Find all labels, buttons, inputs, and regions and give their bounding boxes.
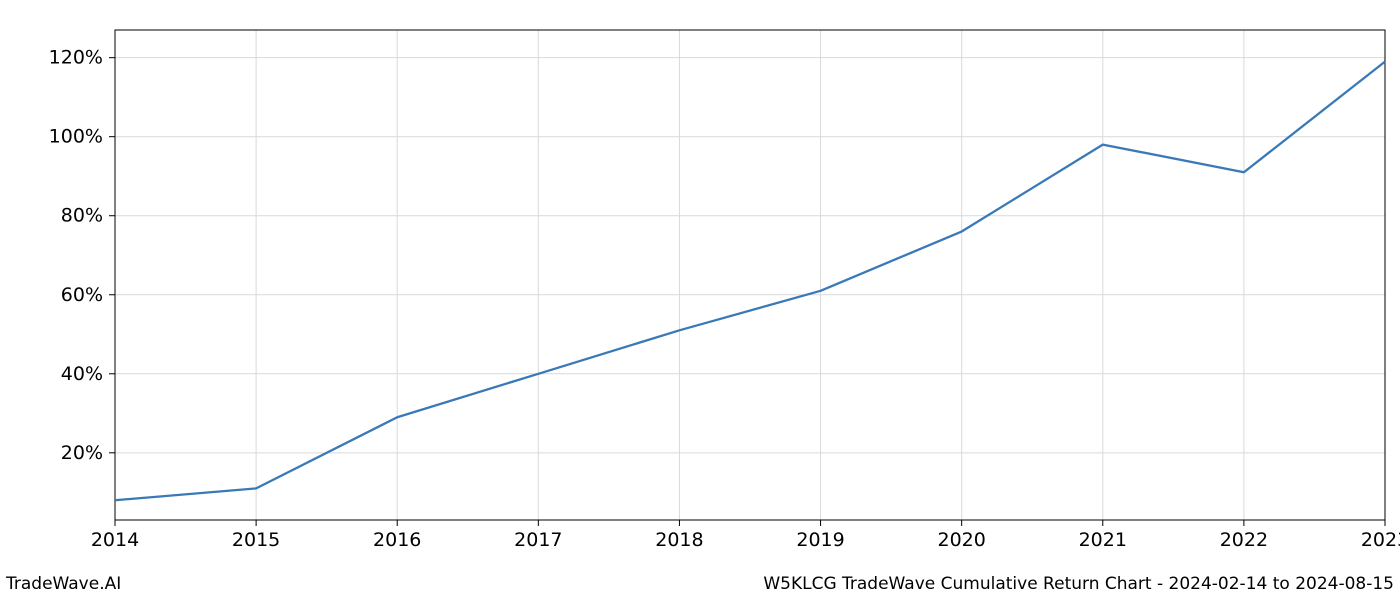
y-tick-label: 120% bbox=[49, 47, 103, 69]
chart-container: 2014 2015 2016 2017 2018 2019 2020 2021 2022 2023… bbox=[0, 0, 1400, 600]
y-tick-label: 60% bbox=[61, 284, 103, 306]
y-tick-label: 100% bbox=[49, 126, 103, 148]
x-tick-label: 2023 bbox=[1361, 529, 1400, 551]
x-tick-label: 2016 bbox=[373, 529, 421, 551]
chart-bg bbox=[0, 0, 1400, 600]
y-tick-label: 20% bbox=[61, 442, 103, 464]
x-tick-label: 2017 bbox=[514, 529, 562, 551]
x-tick-label: 2022 bbox=[1220, 529, 1268, 551]
x-tick-label: 2014 bbox=[91, 529, 139, 551]
x-tick-label: 2021 bbox=[1079, 529, 1127, 551]
x-tick-label: 2020 bbox=[937, 529, 985, 551]
footer-right-caption: W5KLCG TradeWave Cumulative Return Chart… bbox=[763, 574, 1394, 594]
x-tick-label: 2018 bbox=[655, 529, 703, 551]
y-tick-label: 80% bbox=[61, 205, 103, 227]
x-tick-label: 2019 bbox=[796, 529, 844, 551]
line-chart: 2014 2015 2016 2017 2018 2019 2020 2021 2022 2023… bbox=[0, 0, 1400, 600]
footer-left-brand: TradeWave.AI bbox=[6, 574, 121, 594]
x-tick-label: 2015 bbox=[232, 529, 280, 551]
y-tick-label: 40% bbox=[61, 363, 103, 385]
